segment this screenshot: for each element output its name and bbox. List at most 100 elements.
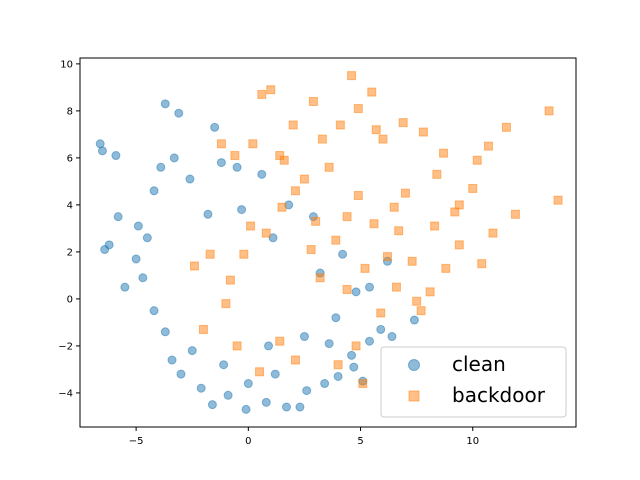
x-tick-label: 10 — [466, 436, 479, 447]
clean-point — [187, 346, 197, 356]
backdoor-point — [205, 249, 215, 259]
clean-point — [185, 174, 195, 184]
backdoor-point — [315, 273, 325, 283]
clean-point — [365, 336, 375, 346]
legend-marker-clean — [408, 359, 420, 371]
clean-point — [138, 273, 148, 283]
clean-point — [120, 282, 130, 292]
backdoor-point — [306, 245, 316, 255]
clean-point — [302, 386, 312, 396]
backdoor-point — [288, 120, 298, 130]
clean-point — [210, 122, 220, 132]
backdoor-point — [248, 139, 258, 149]
backdoor-point — [279, 155, 289, 165]
backdoor-point — [369, 219, 379, 229]
clean-point — [219, 360, 229, 370]
clean-point — [320, 379, 330, 389]
y-tick-label: 6 — [67, 153, 73, 164]
y-axis: −4 −2 0 2 4 6 8 10 — [58, 59, 80, 399]
y-tick-label: 10 — [60, 59, 73, 70]
clean-point — [113, 212, 123, 222]
y-tick-label: −4 — [58, 388, 73, 399]
backdoor-point — [225, 275, 235, 285]
backdoor-point — [454, 240, 464, 250]
backdoor-point — [335, 120, 345, 130]
backdoor-point — [391, 282, 401, 292]
backdoor-point — [425, 287, 435, 297]
backdoor-point — [232, 341, 242, 351]
backdoor-point — [342, 285, 352, 295]
clean-point — [131, 254, 141, 264]
clean-point — [149, 186, 159, 196]
clean-point — [324, 339, 334, 349]
y-tick-label: 8 — [67, 106, 73, 117]
clean-point — [333, 371, 343, 381]
backdoor-point — [308, 96, 318, 106]
clean-point — [295, 402, 305, 412]
backdoor-point — [450, 207, 460, 217]
points-layer — [95, 71, 563, 414]
clean-point — [160, 327, 170, 337]
clean-point — [331, 313, 341, 323]
legend: clean backdoor — [380, 346, 567, 418]
clean-point — [376, 324, 386, 334]
clean-point — [223, 390, 233, 400]
backdoor-point — [389, 202, 399, 212]
series-backdoor — [189, 71, 563, 389]
backdoor-point — [376, 308, 386, 318]
backdoor-point — [255, 367, 265, 377]
backdoor-point — [477, 259, 487, 269]
backdoor-point — [311, 216, 321, 226]
backdoor-point — [239, 249, 249, 259]
backdoor-point — [378, 134, 388, 144]
backdoor-point — [358, 379, 368, 389]
clean-point — [237, 205, 247, 215]
clean-point — [169, 153, 179, 163]
clean-point — [174, 108, 184, 118]
backdoor-point — [544, 106, 554, 116]
backdoor-point — [198, 324, 208, 334]
backdoor-point — [367, 87, 377, 97]
clean-point — [216, 158, 226, 168]
clean-point — [97, 146, 107, 156]
backdoor-point — [299, 174, 309, 184]
clean-point — [347, 350, 357, 360]
backdoor-point — [510, 209, 520, 219]
backdoor-point — [347, 71, 357, 81]
clean-point — [409, 315, 419, 325]
backdoor-point — [472, 155, 482, 165]
backdoor-point — [400, 188, 410, 198]
clean-point — [167, 355, 177, 365]
backdoor-point — [418, 127, 428, 137]
backdoor-point — [432, 169, 442, 179]
backdoor-point — [468, 183, 478, 193]
backdoor-point — [407, 256, 417, 266]
backdoor-point — [553, 195, 563, 205]
clean-point — [232, 162, 242, 172]
backdoor-point — [371, 125, 381, 135]
backdoor-point — [351, 341, 361, 351]
backdoor-point — [317, 134, 327, 144]
clean-point — [299, 332, 309, 342]
backdoor-point — [353, 190, 363, 200]
backdoor-point — [331, 235, 341, 245]
clean-point — [104, 240, 114, 250]
clean-point — [207, 400, 217, 410]
legend-box — [380, 346, 567, 418]
y-tick-label: 0 — [67, 294, 73, 305]
clean-point — [156, 162, 166, 172]
clean-point — [257, 169, 267, 179]
clean-point — [241, 404, 251, 414]
backdoor-point — [488, 228, 498, 238]
legend-label-clean: clean — [452, 352, 506, 376]
clean-point — [203, 209, 213, 219]
backdoor-point — [398, 118, 408, 128]
x-tick-label: −5 — [129, 436, 144, 447]
clean-point — [264, 341, 274, 351]
backdoor-point — [416, 306, 426, 316]
clean-point — [149, 306, 159, 316]
backdoor-point — [257, 89, 267, 99]
backdoor-point — [501, 122, 511, 132]
backdoor-point — [324, 162, 334, 172]
